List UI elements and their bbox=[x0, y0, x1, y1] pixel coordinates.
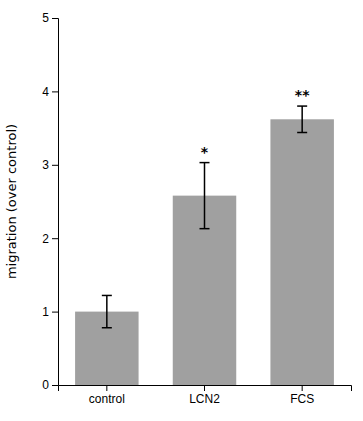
y-tick-label: 2 bbox=[42, 232, 49, 246]
x-axis: control LCN2 FCS bbox=[59, 385, 352, 406]
error-bar-stem bbox=[106, 295, 108, 327]
y-tick-mark bbox=[52, 18, 58, 19]
bar bbox=[270, 119, 333, 385]
y-tick-label: 0 bbox=[42, 378, 49, 392]
y-tick: 0 bbox=[42, 378, 58, 392]
x-tick-label: control bbox=[89, 392, 125, 406]
significance-label: ** bbox=[295, 87, 310, 103]
y-tick-mark bbox=[52, 91, 58, 92]
x-tick-label: LCN2 bbox=[189, 392, 220, 406]
significance-label: * bbox=[201, 144, 209, 160]
y-tick: 5 bbox=[42, 11, 58, 25]
error-bar bbox=[102, 295, 112, 327]
y-tick: 3 bbox=[42, 158, 58, 172]
chart: ***controlLCN2FCS012345migration (over c… bbox=[0, 0, 363, 421]
y-tick: 4 bbox=[42, 85, 58, 99]
x-tick: FCS bbox=[290, 385, 314, 406]
significance-labels: *** bbox=[201, 87, 310, 160]
y-tick-mark bbox=[52, 385, 58, 386]
error-bar-cap bbox=[200, 228, 210, 230]
y-tick-label: 1 bbox=[42, 305, 49, 319]
x-tick-mark bbox=[204, 385, 205, 391]
error-bar bbox=[297, 106, 307, 132]
x-tick-mark bbox=[302, 385, 303, 391]
x-axis-line bbox=[59, 386, 352, 392]
y-tick: 2 bbox=[42, 232, 58, 246]
error-bar-cap bbox=[102, 295, 112, 297]
y-tick-label: 3 bbox=[42, 158, 49, 172]
error-bar-cap bbox=[200, 162, 210, 164]
marks bbox=[75, 106, 334, 385]
x-tick-label: FCS bbox=[290, 392, 314, 406]
error-bar bbox=[200, 163, 210, 229]
error-bar-cap bbox=[297, 105, 307, 107]
x-tick: LCN2 bbox=[189, 385, 220, 406]
y-tick-mark bbox=[52, 165, 58, 166]
y-axis: 0 1 2 3 4 5 bbox=[42, 11, 58, 392]
error-bar-stem bbox=[301, 106, 303, 132]
x-tick-mark bbox=[106, 385, 107, 391]
plot: ***controlLCN2FCS012345 bbox=[42, 11, 351, 405]
y-tick-mark bbox=[52, 312, 58, 313]
error-bar-cap bbox=[102, 327, 112, 329]
y-tick-label: 5 bbox=[42, 11, 49, 25]
y-tick-label: 4 bbox=[42, 85, 49, 99]
y-axis-title: migration (over control) bbox=[4, 124, 19, 279]
y-tick-mark bbox=[52, 238, 58, 239]
error-bar-cap bbox=[297, 132, 307, 134]
error-bar-stem bbox=[204, 163, 206, 229]
y-axis-line bbox=[52, 19, 59, 386]
x-tick: control bbox=[89, 385, 125, 406]
y-tick: 1 bbox=[42, 305, 58, 319]
